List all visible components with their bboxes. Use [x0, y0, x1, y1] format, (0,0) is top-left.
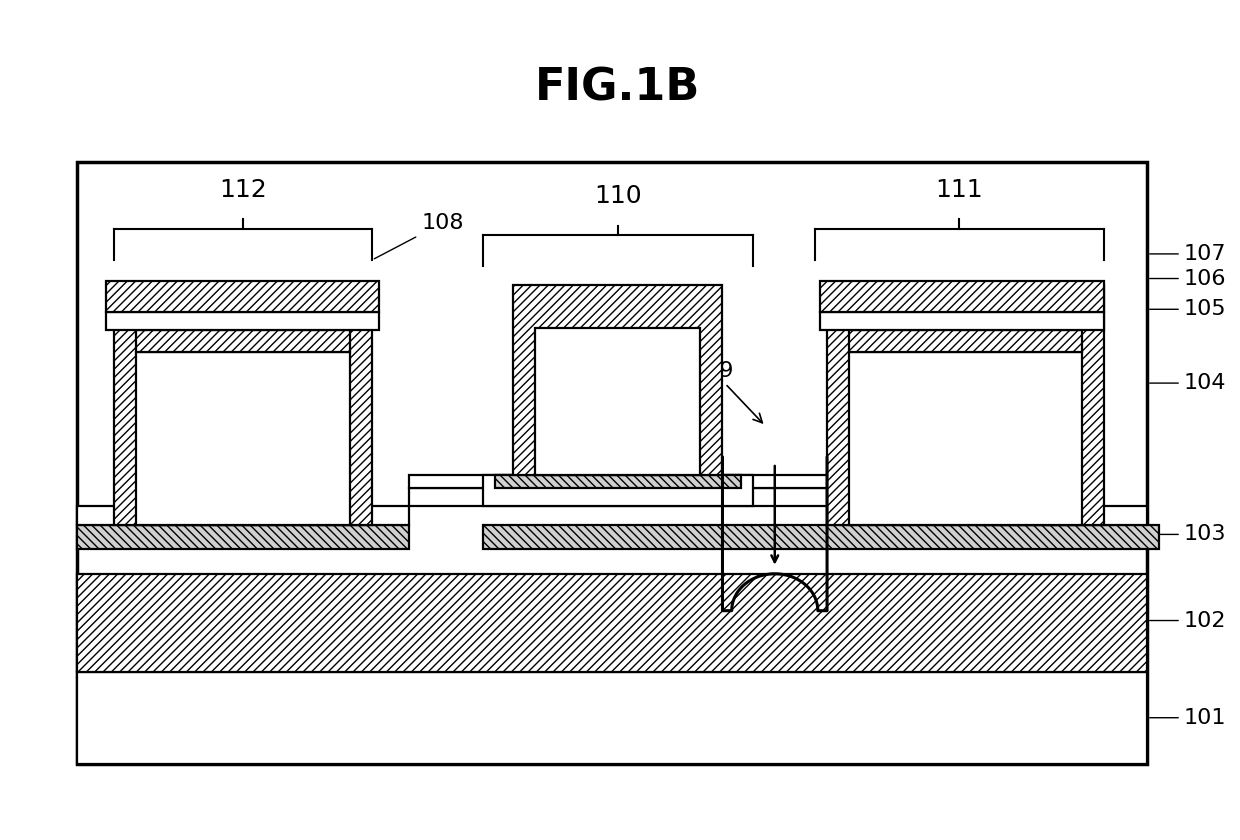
- Bar: [495, 475, 742, 488]
- Bar: [849, 352, 1081, 524]
- Bar: [717, 475, 981, 488]
- Text: 110: 110: [594, 185, 642, 208]
- Text: 111: 111: [935, 178, 983, 202]
- Bar: [409, 475, 513, 488]
- Bar: [981, 507, 1147, 524]
- Bar: [135, 330, 350, 352]
- Text: 105: 105: [1149, 299, 1226, 319]
- Bar: [536, 328, 701, 475]
- Bar: [77, 574, 1147, 672]
- Text: 106: 106: [1149, 269, 1226, 288]
- Text: 104: 104: [1149, 373, 1226, 393]
- Text: 112: 112: [218, 178, 267, 202]
- Bar: [77, 507, 409, 524]
- Text: 103: 103: [1149, 524, 1226, 544]
- Bar: [482, 475, 753, 507]
- Text: 101: 101: [1149, 708, 1226, 727]
- Bar: [820, 281, 1104, 312]
- Text: 109: 109: [692, 361, 763, 423]
- Text: 102: 102: [1149, 611, 1226, 631]
- Bar: [409, 488, 975, 507]
- Text: 107: 107: [1149, 244, 1226, 264]
- Bar: [107, 281, 379, 312]
- Bar: [827, 285, 1104, 524]
- Bar: [114, 285, 372, 524]
- Bar: [135, 352, 350, 524]
- Bar: [482, 524, 1159, 549]
- Bar: [77, 524, 409, 549]
- Text: FIG.1B: FIG.1B: [536, 66, 701, 109]
- Bar: [77, 672, 1147, 764]
- Text: 108: 108: [374, 213, 464, 259]
- Bar: [849, 330, 1081, 352]
- Bar: [820, 312, 1104, 330]
- Bar: [107, 312, 379, 330]
- Bar: [77, 161, 1147, 764]
- Bar: [513, 285, 723, 475]
